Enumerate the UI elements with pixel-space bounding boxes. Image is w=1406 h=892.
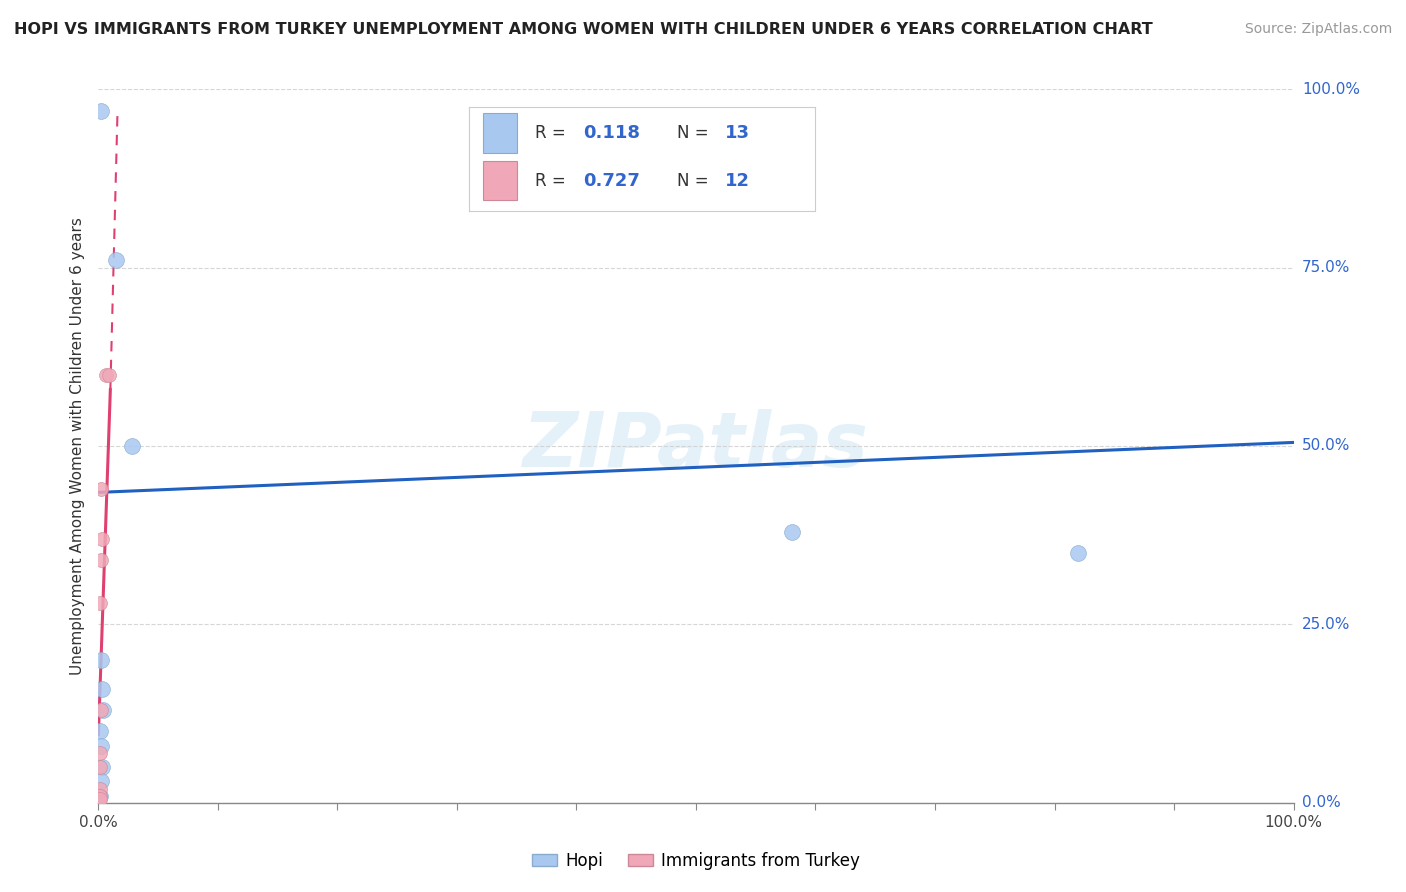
Point [90,774,112,789]
Point [91,760,114,774]
Point [89,760,111,774]
Point [91,703,114,717]
Point [121,439,143,453]
Text: Source: ZipAtlas.com: Source: ZipAtlas.com [1244,22,1392,37]
Point [90,103,112,118]
Point [89,746,111,760]
Point [98,368,121,382]
Point [89,792,111,806]
Legend: Hopi, Immigrants from Turkey: Hopi, Immigrants from Turkey [526,846,866,877]
Point [90,739,112,753]
Point [89,724,111,739]
Point [91,681,114,696]
Text: HOPI VS IMMIGRANTS FROM TURKEY UNEMPLOYMENT AMONG WOMEN WITH CHILDREN UNDER 6 YE: HOPI VS IMMIGRANTS FROM TURKEY UNEMPLOYM… [14,22,1153,37]
Point [780,524,803,539]
Point [89,781,111,796]
Point [90,653,112,667]
Point [1067,546,1090,560]
Text: ZIPatlas: ZIPatlas [523,409,869,483]
Y-axis label: Unemployment Among Women with Children Under 6 years: Unemployment Among Women with Children U… [70,217,86,675]
Text: 100.0%: 100.0% [1302,82,1360,96]
Text: 75.0%: 75.0% [1302,260,1350,275]
Point [90,482,112,496]
Text: 0.0%: 0.0% [1302,796,1340,810]
Point [105,253,128,268]
Text: 50.0%: 50.0% [1302,439,1350,453]
Text: 25.0%: 25.0% [1302,617,1350,632]
Point [89,596,111,610]
Point [90,553,112,567]
Point [90,703,112,717]
Point [89,789,111,803]
Point [94,368,117,382]
Point [89,789,111,803]
Point [91,532,114,546]
